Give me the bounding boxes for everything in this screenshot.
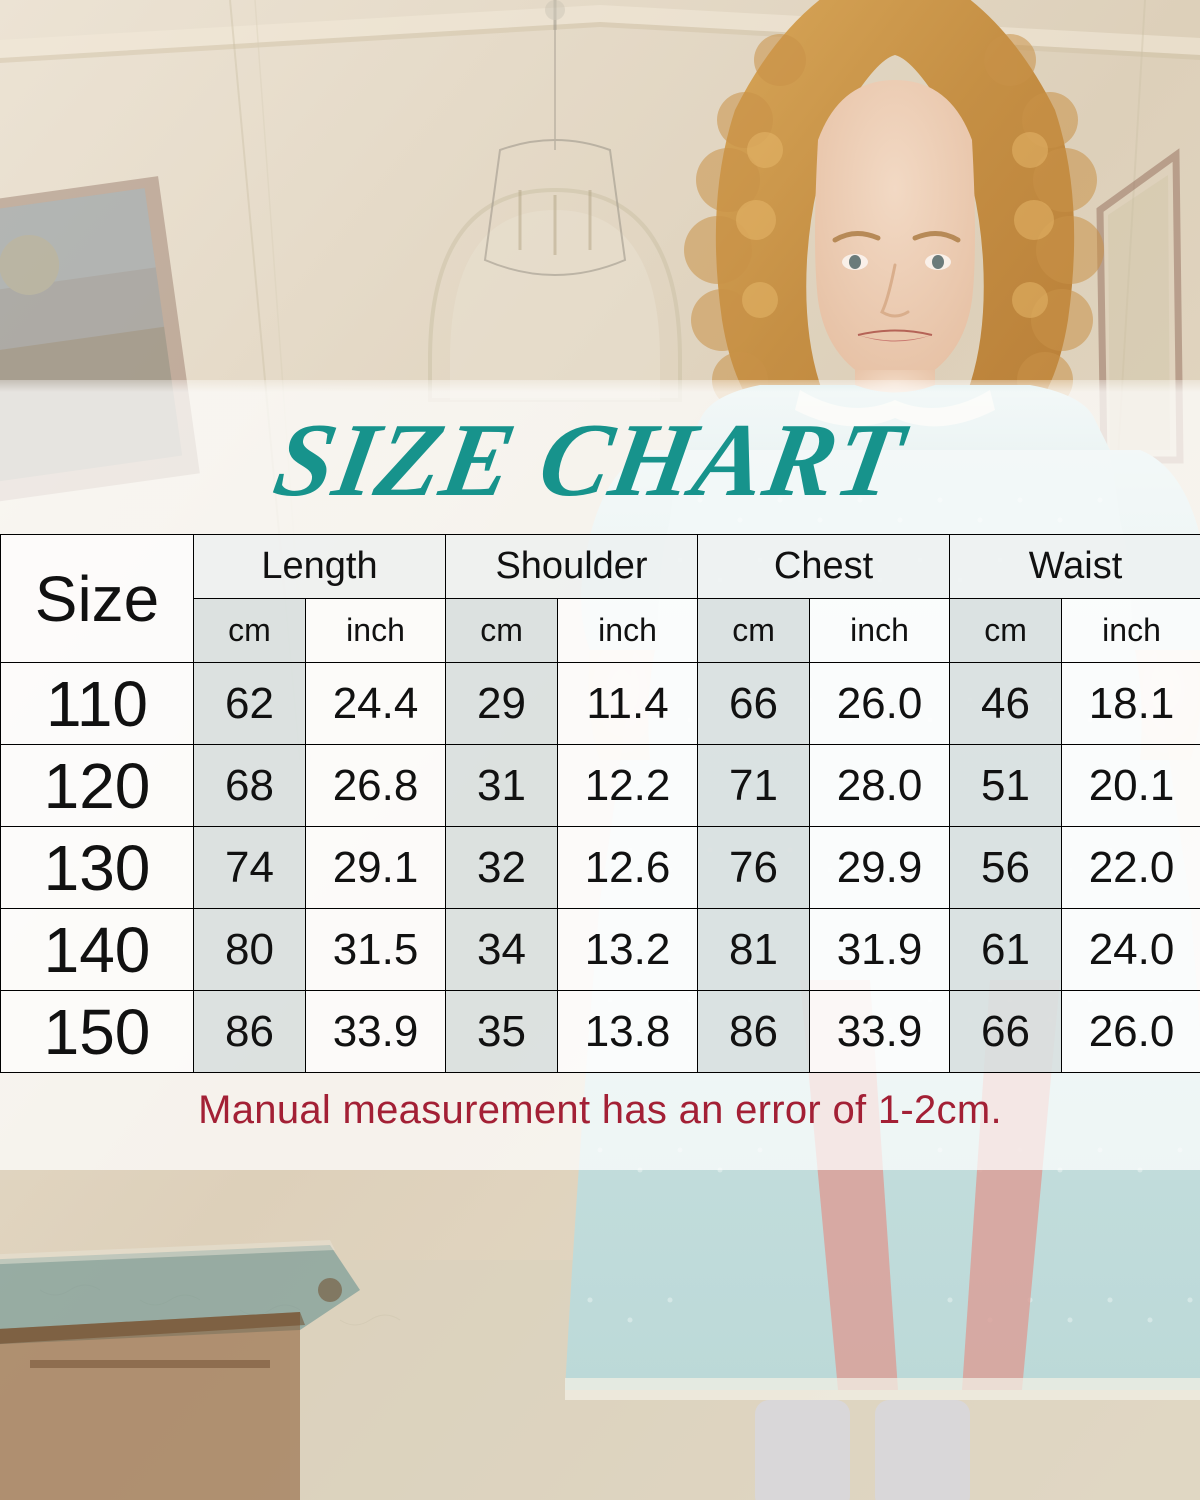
svg-text:SIZE CHART: SIZE CHART [266, 402, 915, 518]
